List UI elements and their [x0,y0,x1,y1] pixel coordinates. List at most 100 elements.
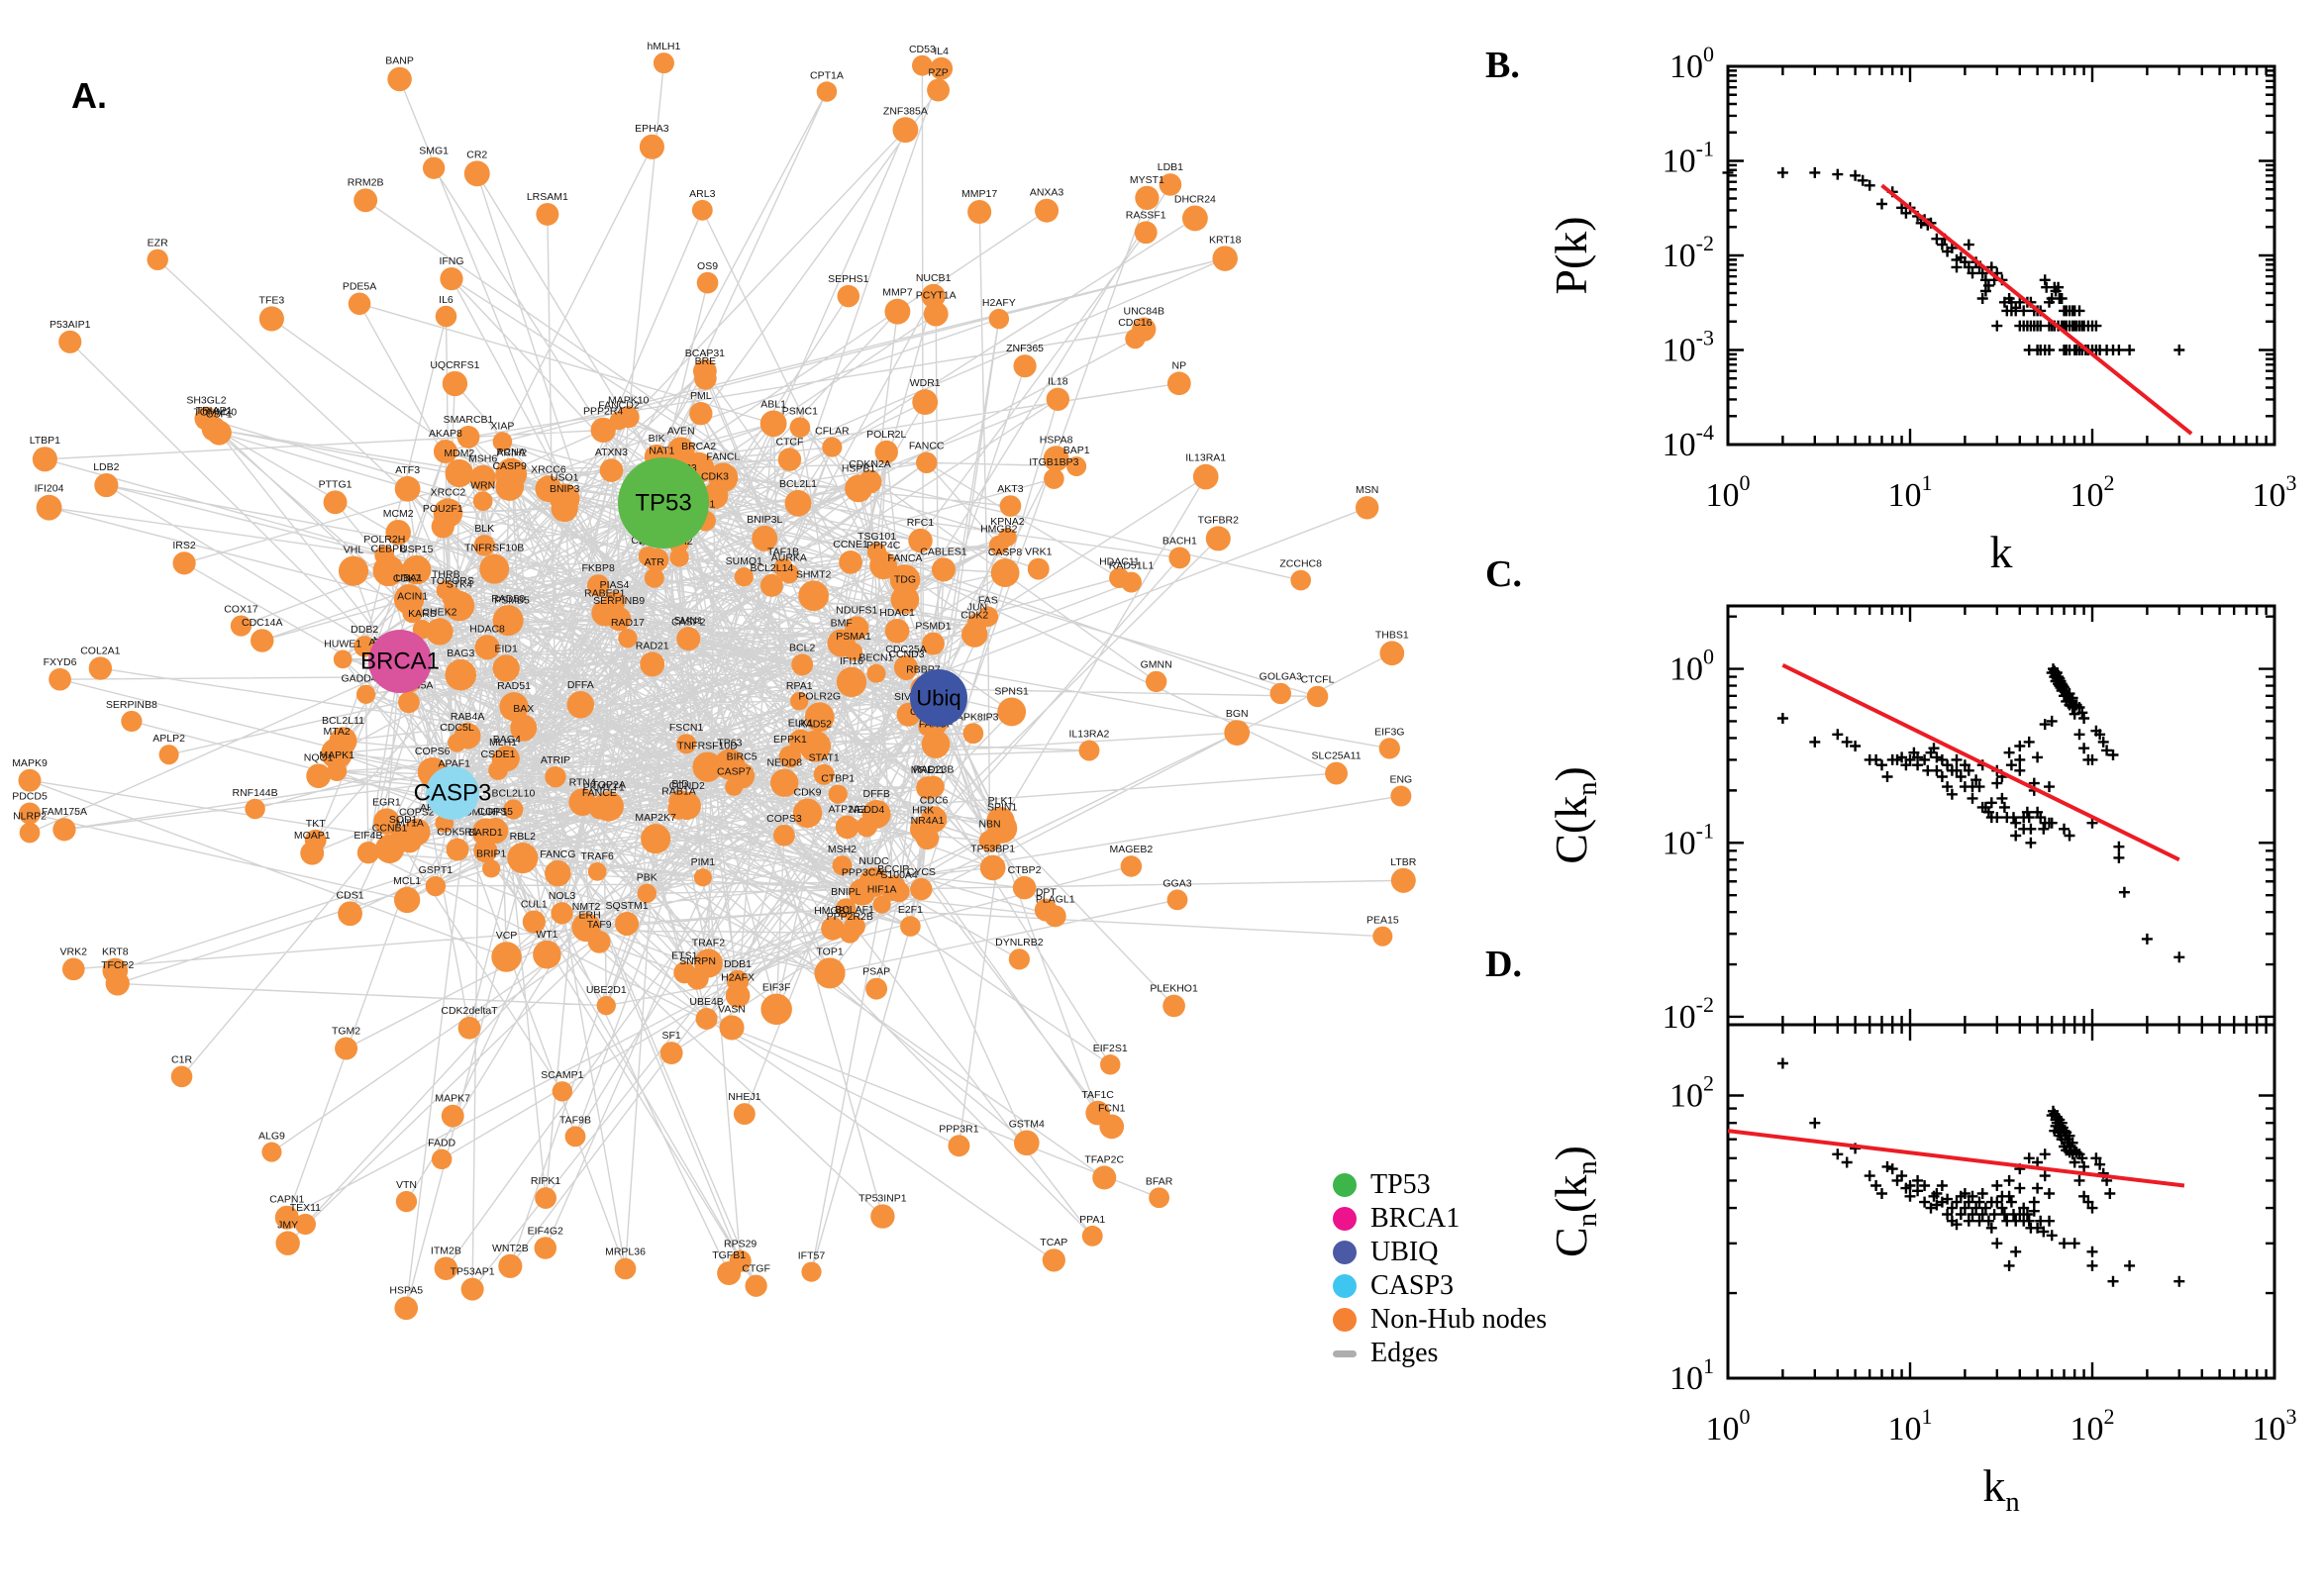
svg-text:ALG9: ALG9 [258,1131,285,1143]
svg-text:JUN: JUN [967,601,987,613]
network-node [1081,1225,1103,1247]
svg-text:TP53BP1: TP53BP1 [970,844,1015,855]
network-node [790,691,809,711]
casp3-swatch-icon [1333,1274,1357,1298]
network-node [1012,875,1037,900]
svg-text:POU2F1: POU2F1 [423,503,463,515]
svg-text:MSN: MSN [1356,484,1378,496]
hub-node-ubiq [910,669,967,727]
network-node [1013,354,1037,378]
network-node [1099,1114,1125,1140]
svg-text:CSDE1: CSDE1 [480,748,515,760]
svg-text:EIF3G: EIF3G [1374,726,1404,738]
network-node [534,1237,557,1259]
legend-item: Non-Hub nodes [1333,1303,1547,1337]
network-node [948,1135,970,1157]
svg-text:COX17: COX17 [224,603,258,615]
svg-text:VTN: VTN [396,1179,417,1191]
svg-text:UQCRFS1: UQCRFS1 [430,359,479,371]
svg-text:VRK1: VRK1 [1025,547,1053,558]
network-node [568,788,597,816]
svg-text:CPT1A: CPT1A [810,69,844,81]
svg-text:FAS: FAS [978,594,998,606]
legend-item-label: Non-Hub nodes [1370,1304,1548,1335]
svg-text:EIF3F: EIF3F [762,982,791,994]
svg-text:AURKA: AURKA [771,551,807,563]
svg-text:102: 102 [2070,1404,2115,1447]
svg-text:10-4: 10-4 [1663,420,1714,463]
scatter-points [1776,663,2185,963]
network-node [637,883,656,904]
network-node [988,535,1009,555]
network-node [499,692,529,722]
legend-item: BRCA1 [1333,1202,1547,1236]
network-node [760,993,792,1026]
svg-text:APLP2: APLP2 [152,733,185,745]
svg-text:TP63: TP63 [717,738,742,749]
network-node [261,1142,282,1162]
network-node [245,798,265,820]
svg-text:RASSF1: RASSF1 [1126,209,1166,221]
network-node [258,306,284,332]
svg-text:ATRIP: ATRIP [541,754,570,766]
network-node [510,714,538,742]
network-node [445,658,477,691]
network-node [147,249,168,271]
network-node [759,573,783,597]
svg-text:BNIP3: BNIP3 [550,483,580,495]
network-node [274,1205,299,1230]
network-node [536,202,559,226]
svg-text:hMLH1: hMLH1 [647,41,680,52]
svg-text:BANP: BANP [385,55,414,67]
svg-text:LRSAM1: LRSAM1 [527,191,568,203]
network-node [533,940,561,969]
svg-text:EPHA3: EPHA3 [635,123,669,135]
svg-text:SOD1: SOD1 [389,814,418,826]
network-node [839,922,860,944]
svg-text:ANXA3: ANXA3 [1030,187,1064,199]
network-node-labels: USF2MCM2CDC6COPS6COPS2COPS3COPS5BCCIPCCN… [12,41,1417,1296]
svg-text:RAD17: RAD17 [611,617,645,629]
network-node [306,763,332,789]
network-node [158,745,179,765]
network-node [977,606,999,628]
svg-text:KPNA2: KPNA2 [990,516,1025,528]
network-node [348,292,371,316]
svg-text:WNT2B: WNT2B [492,1243,529,1254]
network-node [460,1277,484,1301]
network-node [889,564,921,595]
svg-text:TAF9B: TAF9B [559,1114,591,1126]
network-node [1166,889,1188,911]
svg-text:KRT18: KRT18 [1209,234,1242,246]
svg-text:IFT57: IFT57 [798,1250,826,1262]
svg-text:RPA1: RPA1 [786,680,813,692]
svg-text:IFI204: IFI204 [35,483,64,495]
network-node [571,912,601,943]
svg-text:AVEN: AVEN [667,425,695,437]
svg-text:COL2A1: COL2A1 [80,645,120,656]
network-node [1355,496,1379,520]
svg-text:COPS5: COPS5 [477,806,513,818]
svg-text:NOL3: NOL3 [549,890,576,902]
svg-text:BAX: BAX [513,703,534,715]
svg-text:POLR2L: POLR2L [866,429,906,441]
legend-item: CASP3 [1333,1269,1547,1303]
svg-text:RFC1: RFC1 [907,517,935,529]
network-node [444,590,475,622]
svg-text:102: 102 [1669,1070,1714,1114]
legend-item-label: BRCA1 [1370,1203,1461,1234]
network-node [930,56,954,80]
svg-text:HDAC1: HDAC1 [879,607,915,619]
svg-text:XRCC2: XRCC2 [431,486,466,498]
svg-text:TRIAP1: TRIAP1 [196,405,233,417]
svg-text:RAD21: RAD21 [636,640,669,651]
svg-text:CDK7: CDK7 [393,572,421,584]
svg-text:MAPK1: MAPK1 [319,749,354,761]
svg-text:S100A4: S100A4 [880,869,918,881]
svg-text:PDCD5: PDCD5 [12,791,48,803]
svg-text:TOPORS: TOPORS [431,575,474,587]
svg-text:MSH6: MSH6 [468,453,497,465]
svg-text:CCND2: CCND2 [669,780,705,792]
svg-text:SMURF1: SMURF1 [464,806,507,818]
network-node [888,881,910,903]
